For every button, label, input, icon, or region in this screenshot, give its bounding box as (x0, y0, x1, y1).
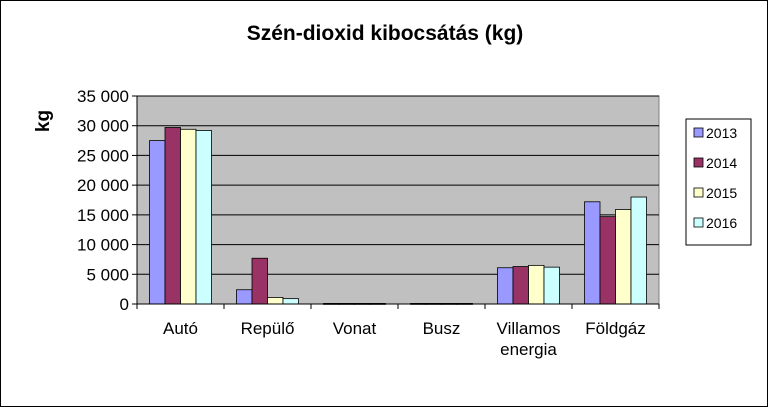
y-axis-label: kg (33, 110, 54, 132)
y-tick-label: 20 000 (77, 176, 129, 195)
x-category-label: Autó (163, 319, 198, 338)
bar-2013-1 (236, 289, 253, 305)
y-tick-label: 10 000 (77, 236, 129, 255)
legend-label-2014: 2014 (706, 155, 737, 171)
grid-lines (137, 95, 659, 275)
legend: 2013 2014 2015 2016 (685, 118, 752, 246)
y-tick-label: 5 000 (86, 265, 129, 284)
bar-2013-5 (584, 201, 601, 305)
y-tick-label: 35 000 (77, 87, 129, 106)
y-tick-label: 25 000 (77, 146, 129, 165)
chart-title: Szén-dioxid kibocsátás (kg) (247, 22, 524, 45)
legend-label-2016: 2016 (706, 215, 737, 231)
y-tick-label: 0 (120, 295, 129, 314)
x-category-label: Repülő (241, 319, 295, 338)
bar-2015-0 (180, 128, 197, 305)
bar-2014-1 (251, 257, 268, 305)
bar-2013-4 (497, 267, 514, 305)
legend-swatch-2014 (693, 157, 704, 168)
y-tick-label: 30 000 (77, 117, 129, 136)
plot-area (136, 95, 660, 305)
legend-swatch-2015 (693, 187, 704, 198)
bar-2015-4 (528, 264, 545, 305)
bar-2016-1 (282, 298, 299, 305)
bar-2015-1 (267, 297, 284, 305)
legend-label-2015: 2015 (706, 185, 737, 201)
x-category-label: energia (500, 340, 557, 359)
x-category-label: Vonat (333, 319, 377, 338)
x-axis-labels: Autó Repülő Vonat Busz Villamos energia Földgá… (136, 304, 660, 359)
bar-2016-0 (195, 130, 212, 305)
legend-swatch-2013 (693, 127, 704, 138)
bar-2014-5 (599, 216, 616, 305)
bar-2014-0 (164, 127, 181, 305)
legend-swatch-2016 (693, 217, 704, 228)
legend-items: 2013 2014 2015 2016 (693, 125, 737, 231)
y-tick-label: 15 000 (77, 206, 129, 225)
bar-2016-4 (543, 266, 560, 305)
bar-2016-5 (630, 196, 647, 305)
bar-2015-5 (615, 209, 632, 305)
legend-label-2013: 2013 (706, 125, 737, 141)
bar-2014-4 (512, 266, 529, 305)
x-category-label: Földgáz (585, 319, 645, 338)
bars (149, 127, 647, 305)
x-category-label: Busz (423, 319, 461, 338)
x-category-label: Villamos (497, 319, 561, 338)
bar-2013-0 (149, 140, 166, 305)
